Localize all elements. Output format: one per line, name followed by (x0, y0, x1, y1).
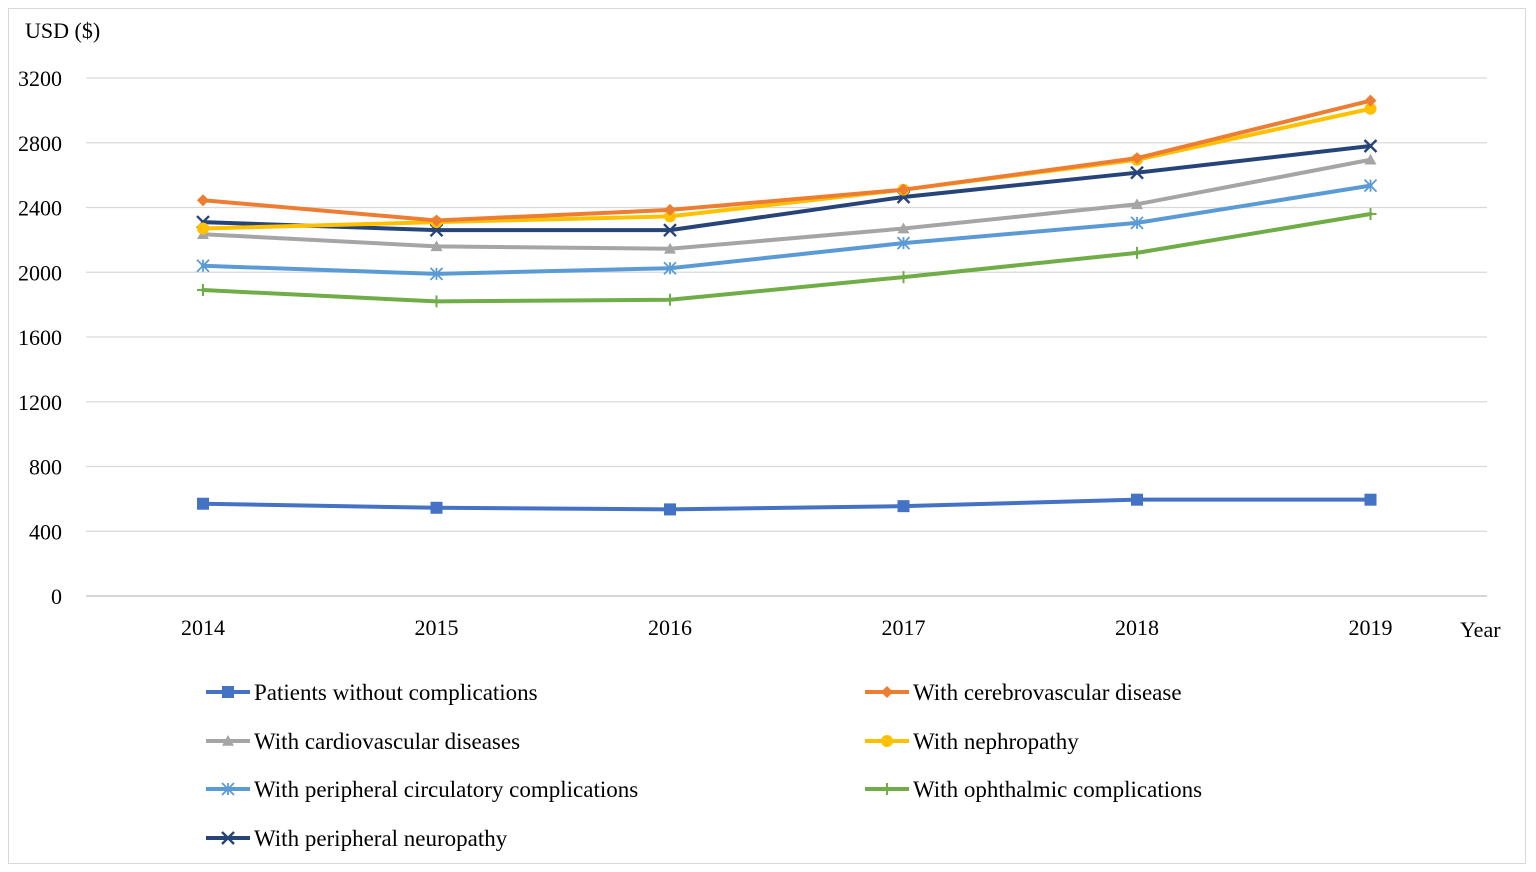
series-2 (197, 153, 1377, 254)
series-line (201, 157, 1373, 251)
data-point-asterisk (896, 236, 911, 250)
legend-label: With peripheral circulatory complication… (254, 777, 638, 802)
data-point-plus (1131, 246, 1143, 259)
series-line (201, 143, 1373, 233)
series-line (201, 106, 1373, 231)
x-tick-label: 2014 (181, 615, 225, 640)
y-tick-label: 800 (29, 455, 62, 480)
series-line (201, 497, 1373, 512)
data-point-plus (197, 284, 209, 297)
y-tick-label: 2400 (18, 196, 62, 221)
legend-label: With nephropathy (913, 729, 1079, 754)
data-point-circle (881, 735, 893, 747)
gridlines (86, 77, 1487, 597)
data-point-triangle (222, 735, 234, 746)
data-point-square (1364, 493, 1377, 506)
legend-item: With cerebrovascular disease (865, 680, 1182, 705)
data-point-square (1131, 493, 1143, 506)
data-point-asterisk (1130, 216, 1144, 230)
data-point-plus (897, 271, 910, 284)
y-tick-label: 400 (29, 519, 62, 544)
data-point-plus (881, 783, 893, 795)
x-axis-ticks: 2014 2015 2016 2017 2018 2019 (181, 615, 1393, 640)
data-point-diamond (1364, 94, 1377, 107)
series-line (201, 98, 1373, 223)
data-point-square (664, 503, 676, 516)
data-point-triangle (897, 222, 910, 234)
data-point-circle (664, 210, 676, 223)
y-tick-label: 3200 (18, 66, 62, 91)
y-tick-label: 2000 (18, 260, 62, 285)
series-line (201, 211, 1373, 304)
y-tick-label: 1200 (18, 390, 62, 415)
data-point-triangle (1364, 153, 1377, 165)
data-point-triangle (1131, 198, 1143, 210)
legend: Patients without complications With cereb… (206, 680, 1202, 851)
legend-label: With cerebrovascular disease (913, 680, 1182, 705)
x-tick-label: 2016 (648, 615, 692, 640)
legend-item: Patients without complications (206, 680, 538, 705)
series-6 (196, 139, 1378, 238)
data-point-circle (1364, 102, 1377, 115)
x-tick-label: 2015 (415, 615, 459, 640)
data-point-diamond (664, 203, 676, 216)
legend-label: With cardiovascular diseases (254, 729, 520, 754)
data-point-x (1130, 165, 1144, 180)
data-point-square (197, 497, 209, 510)
series-line (201, 183, 1373, 276)
data-point-plus (664, 293, 676, 306)
legend-item: With peripheral neuropathy (206, 826, 508, 851)
data-point-asterisk (429, 267, 444, 281)
data-point-diamond (897, 183, 910, 196)
data-point-x (1363, 139, 1378, 153)
data-point-diamond (197, 194, 209, 207)
data-point-square (430, 501, 443, 514)
data-point-circle (197, 222, 209, 235)
legend-label: With ophthalmic complications (913, 777, 1202, 802)
data-point-asterisk (1363, 179, 1378, 193)
y-axis-title: USD ($) (25, 18, 100, 43)
data-point-triangle (664, 242, 676, 254)
data-point-plus (430, 295, 443, 308)
data-point-square (222, 686, 234, 698)
series-0 (197, 493, 1377, 516)
legend-label: With peripheral neuropathy (254, 826, 508, 851)
x-tick-label: 2018 (1115, 615, 1159, 640)
legend-item: With ophthalmic complications (865, 777, 1202, 802)
series-1 (197, 94, 1377, 227)
chart-frame (8, 8, 1526, 864)
data-point-asterisk (221, 782, 235, 796)
x-tick-label: 2019 (1349, 615, 1393, 640)
series-5 (197, 207, 1377, 308)
legend-item: With nephropathy (865, 729, 1079, 754)
legend-label: Patients without complications (254, 680, 538, 705)
data-point-asterisk (663, 261, 677, 275)
y-axis-ticks: 0 400 800 1200 1600 2000 2400 2800 3200 (18, 66, 62, 609)
data-point-square (897, 500, 910, 513)
series-4 (196, 179, 1378, 281)
y-tick-label: 1600 (18, 325, 62, 350)
data-point-triangle (430, 240, 443, 252)
data-point-diamond (881, 686, 893, 698)
data-point-x (221, 831, 235, 845)
x-axis-title: Year (1460, 617, 1501, 642)
legend-item: With cardiovascular diseases (206, 729, 520, 754)
legend-item: With peripheral circulatory complication… (206, 777, 638, 802)
data-point-asterisk (196, 259, 210, 273)
series-layer (196, 94, 1378, 516)
y-tick-label: 0 (51, 584, 62, 609)
data-point-x (663, 223, 677, 238)
y-tick-label: 2800 (18, 131, 62, 156)
data-point-diamond (430, 214, 443, 227)
x-tick-label: 2017 (882, 615, 926, 640)
data-point-plus (1364, 207, 1377, 220)
data-point-diamond (1131, 152, 1143, 165)
